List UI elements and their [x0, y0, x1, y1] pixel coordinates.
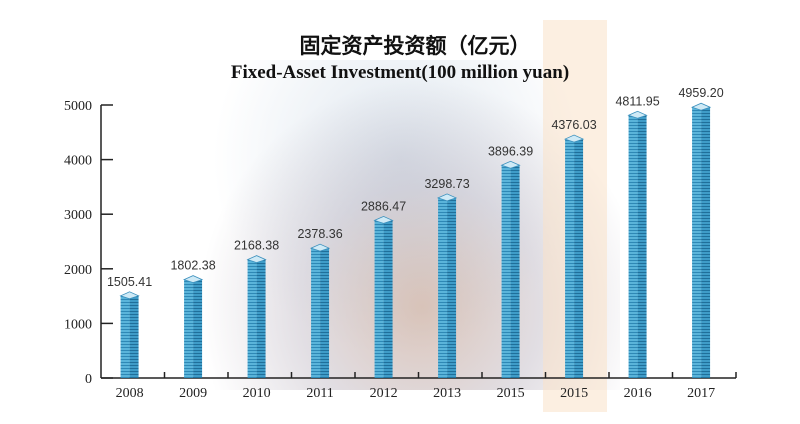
- x-tick-label: 2009: [179, 386, 207, 401]
- bar-2015-side: [574, 139, 584, 378]
- bar-2015-front: [565, 139, 575, 378]
- bar-2012-side: [383, 220, 393, 378]
- data-label: 3896.39: [488, 144, 533, 158]
- x-tick-label: 2016: [624, 386, 652, 401]
- data-label: 2168.38: [234, 239, 279, 253]
- bar-2016-front: [628, 115, 638, 379]
- bar-2017-top: [690, 102, 712, 111]
- x-tick-label: 2015: [560, 386, 588, 401]
- bar-2013-front: [438, 197, 448, 378]
- bar-2008-top: [119, 291, 140, 300]
- y-tick-label: 1000: [64, 317, 92, 332]
- bar-2010-top: [246, 255, 267, 264]
- bar-2016-side: [637, 115, 647, 379]
- x-tick-label: 2010: [243, 386, 271, 401]
- bar-2011-front: [311, 248, 321, 378]
- bar-2009-top: [182, 275, 204, 284]
- bar-2009-side: [193, 279, 203, 378]
- y-tick-label: 0: [85, 372, 92, 387]
- data-label: 2886.47: [361, 199, 406, 213]
- bar-2017-front: [692, 107, 702, 379]
- bar-2015-top: [500, 160, 521, 169]
- bar-2015-top: [563, 134, 585, 143]
- bar-2010-front: [247, 259, 257, 378]
- bar-2011-side: [320, 248, 330, 378]
- data-label: 4376.03: [551, 118, 596, 132]
- bar-2017-side: [701, 107, 711, 379]
- y-tick-label: 2000: [64, 263, 92, 278]
- data-label: 3298.73: [424, 177, 469, 191]
- x-tick-label: 2012: [370, 386, 398, 401]
- y-tick-label: 3000: [64, 208, 92, 223]
- bar-2016-top: [627, 110, 648, 119]
- data-label: 1505.41: [107, 275, 152, 289]
- bar-2010-side: [256, 259, 266, 378]
- chart-title: 固定资产投资额（亿元）: [299, 33, 531, 58]
- x-tick-label: 2008: [116, 386, 144, 401]
- bar-2012-top: [373, 215, 394, 224]
- bar-2011-top: [309, 243, 331, 252]
- data-label: 4959.20: [678, 86, 723, 100]
- y-tick-label: 5000: [64, 99, 92, 114]
- bar-2008-front: [120, 295, 130, 378]
- bar-2009-front: [184, 279, 194, 378]
- y-tick-label: 4000: [64, 154, 92, 169]
- data-label: 4811.95: [615, 94, 659, 108]
- bar-2012-front: [374, 220, 384, 378]
- bar-2015-side: [510, 165, 520, 378]
- bar-2013-top: [436, 193, 458, 202]
- x-tick-label: 2015: [497, 386, 525, 401]
- bar-2013-side: [447, 197, 457, 378]
- x-tick-label: 2013: [433, 386, 461, 401]
- x-tick-label: 2017: [687, 386, 715, 401]
- bar-2015-front: [501, 165, 511, 378]
- data-label: 1802.38: [170, 259, 215, 273]
- data-label: 2378.36: [297, 227, 342, 241]
- x-tick-label: 2011: [306, 386, 333, 401]
- chart-subtitle: Fixed-Asset Investment(100 million yuan): [230, 62, 570, 83]
- bar-2008-side: [129, 295, 139, 378]
